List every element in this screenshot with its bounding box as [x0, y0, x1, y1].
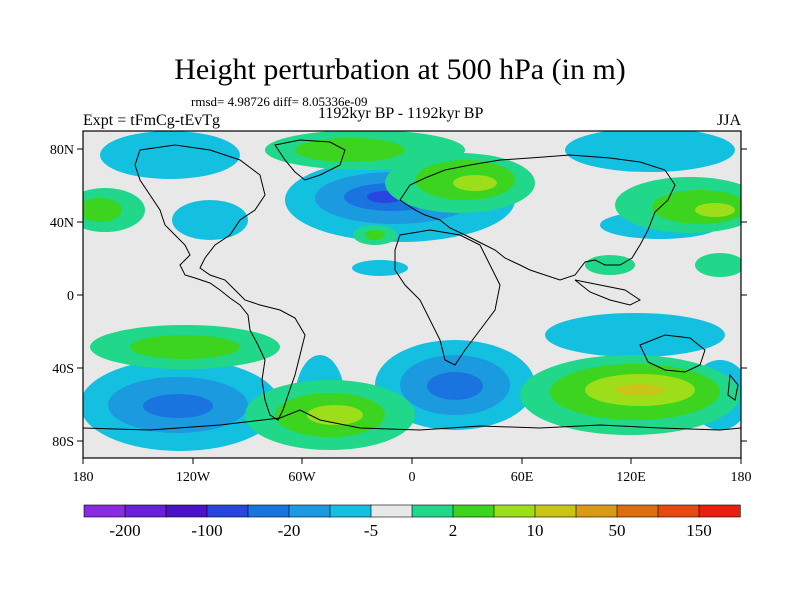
europe-high-core — [453, 175, 497, 191]
colorbar-label: 50 — [609, 521, 626, 540]
colorbar-label: 2 — [449, 521, 458, 540]
africa-coastline — [394, 229, 501, 366]
colorbar-swatch — [288, 504, 331, 518]
colorbar-swatch — [411, 504, 454, 518]
nw-pacific-high-core — [695, 203, 735, 217]
positive-anomaly-regions — [83, 131, 741, 450]
south-indian-low-core — [427, 372, 483, 400]
field-layer — [83, 131, 741, 458]
lon-label-60w: 60W — [288, 470, 316, 485]
colorbar-swatch — [329, 504, 372, 518]
indian-ocean-low — [545, 313, 725, 357]
colorbar-label: -20 — [278, 521, 301, 540]
south-pacific-low-core — [143, 394, 213, 418]
greenland-coastline — [274, 139, 346, 181]
experiment-label: Expt = tFmCg-tEvTg — [83, 112, 221, 129]
season-label: JJA — [716, 112, 741, 129]
colorbar: -200 -100 -20 -5 2 10 50 150 — [83, 504, 741, 540]
lat-label-40s: 40S — [52, 362, 74, 377]
se-pacific-high-core — [130, 335, 240, 359]
colorbar-swatch — [124, 504, 167, 518]
lon-label-180e: 180 — [731, 470, 752, 485]
new-zealand-coastline — [727, 373, 739, 401]
colorbar-label: -5 — [364, 521, 378, 540]
arctic-low-west — [100, 131, 240, 179]
latitude-axis: 80N 40N 0 40S 80S — [50, 143, 747, 450]
lon-label-60e: 60E — [511, 470, 534, 485]
lat-label-0: 0 — [67, 289, 74, 304]
colorbar-swatch — [370, 504, 413, 518]
central-pacific-small-high — [695, 253, 741, 277]
colorbar-label: 150 — [686, 521, 712, 540]
longitude-axis: 180 120W 60W 0 60E 120E 180 — [73, 458, 752, 485]
lon-label-120e: 120E — [616, 470, 646, 485]
lat-label-80s: 80S — [52, 435, 74, 450]
colorbar-label: -200 — [109, 521, 140, 540]
map-title: Height perturbation at 500 hPa (in m) — [174, 53, 626, 86]
colorbar-swatch — [575, 504, 618, 518]
south-atlantic-high-core — [307, 405, 363, 425]
coastlines — [83, 139, 741, 431]
americas-coastline — [134, 144, 306, 421]
colorbar-swatch — [165, 504, 208, 518]
australia-coastline — [639, 334, 706, 373]
lon-label-180w: 180 — [73, 470, 94, 485]
colorbar-swatch — [657, 504, 700, 518]
north-pacific-low — [565, 131, 735, 172]
colorbar-swatch — [83, 504, 126, 518]
lon-label-120w: 120W — [176, 470, 211, 485]
colorbar-swatch — [534, 504, 577, 518]
colorbar-label: 10 — [527, 521, 544, 540]
colorbar-swatch — [206, 504, 249, 518]
colorbar-swatch — [616, 504, 659, 518]
period-label: 1192kyr BP - 1192kyr BP — [318, 105, 484, 122]
lon-label-0: 0 — [409, 470, 416, 485]
arctic-high-core — [295, 138, 405, 162]
colorbar-swatch — [493, 504, 536, 518]
lat-label-80n: 80N — [50, 143, 74, 158]
colorbar-swatch — [698, 504, 741, 518]
antarctica-coastline — [83, 409, 741, 431]
colorbar-label: -100 — [191, 521, 222, 540]
south-indian-high-peak — [615, 384, 665, 396]
atlantic-small-low — [352, 260, 408, 276]
lat-label-40n: 40N — [50, 216, 74, 231]
colorbar-swatch — [247, 504, 290, 518]
colorbar-swatch — [452, 504, 495, 518]
eurasia-coastline — [399, 154, 676, 281]
ne-pacific-high-core — [83, 198, 122, 222]
stats-label: rmsd= 4.98726 diff= 8.05336e-09 — [191, 94, 368, 109]
north-america-low — [172, 200, 248, 240]
maritime-continent-coastline — [574, 279, 641, 306]
atlantic-small-high-core — [365, 230, 385, 240]
